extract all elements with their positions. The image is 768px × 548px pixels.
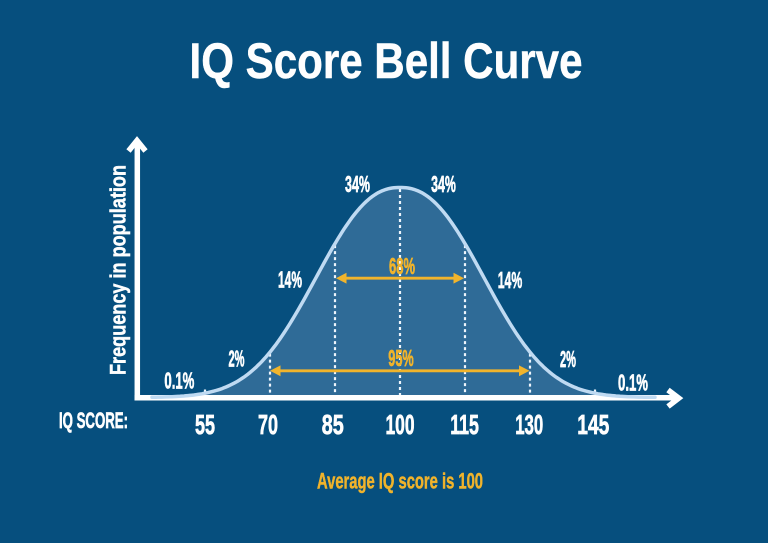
svg-text:145: 145 xyxy=(577,409,609,440)
svg-text:95%: 95% xyxy=(388,345,414,371)
svg-text:34%: 34% xyxy=(431,171,456,197)
svg-text:14%: 14% xyxy=(278,267,302,293)
svg-text:Average IQ score is 100: Average IQ score is 100 xyxy=(317,468,483,493)
svg-text:115: 115 xyxy=(450,409,479,440)
svg-text:68%: 68% xyxy=(389,253,415,279)
svg-text:IQ SCORE:: IQ SCORE: xyxy=(59,408,128,433)
svg-text:Frequency in population: Frequency in population xyxy=(106,165,131,375)
svg-text:85: 85 xyxy=(322,409,344,440)
svg-text:0.1%: 0.1% xyxy=(164,367,194,393)
svg-text:14%: 14% xyxy=(498,267,523,293)
svg-text:100: 100 xyxy=(386,409,415,440)
svg-text:70: 70 xyxy=(258,409,278,440)
svg-text:2%: 2% xyxy=(229,346,245,372)
svg-text:2%: 2% xyxy=(560,346,576,372)
svg-text:IQ Score Bell Curve: IQ Score Bell Curve xyxy=(190,33,583,89)
svg-text:130: 130 xyxy=(515,409,543,440)
svg-text:34%: 34% xyxy=(345,171,370,197)
svg-text:0.1%: 0.1% xyxy=(618,370,648,396)
svg-text:55: 55 xyxy=(195,409,215,440)
